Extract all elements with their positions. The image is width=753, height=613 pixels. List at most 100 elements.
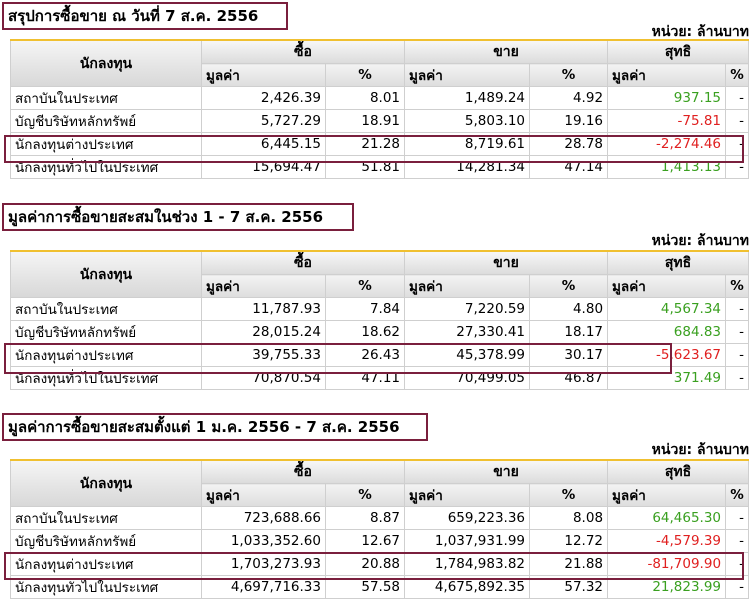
table-row: บัญชีบริษัทหลักทรัพย์ 28,015.24 18.62 27… xyxy=(10,320,750,344)
net-value: -5,623.67 xyxy=(607,343,727,367)
sell-value: 5,803.10 xyxy=(404,109,531,133)
summary-table-week: นักลงทุน ซื้อ ขาย สุทธิ มูลค่า % มูลค่า … xyxy=(10,250,750,390)
investor-name: สถาบันในประเทศ xyxy=(10,297,202,321)
net-value: -75.81 xyxy=(607,109,727,133)
buy-pct: 18.62 xyxy=(324,320,406,344)
buy-value: 2,426.39 xyxy=(201,86,326,110)
sell-value: 14,281.34 xyxy=(404,155,531,179)
net-value-header: มูลค่า xyxy=(607,63,727,87)
net-pct: - xyxy=(725,343,750,367)
buy-value: 70,870.54 xyxy=(201,366,326,390)
investor-header: นักลงทุน xyxy=(10,39,202,87)
sell-value: 7,220.59 xyxy=(404,297,531,321)
buy-value: 5,727.29 xyxy=(201,109,326,133)
buy-value: 4,697,716.33 xyxy=(201,575,326,599)
investor-name: สถาบันในประเทศ xyxy=(10,86,202,110)
section-title: มูลค่าการซื้อขายสะสมตั้งแต่ 1 ม.ค. 2556 … xyxy=(2,413,428,441)
net-value-header: มูลค่า xyxy=(607,483,727,507)
investor-name: บัญชีบริษัทหลักทรัพย์ xyxy=(10,109,202,133)
net-header: สุทธิ xyxy=(607,250,750,275)
net-pct: - xyxy=(725,132,750,156)
section-title: สรุปการซื้อขาย ณ วันที่ 7 ส.ค. 2556 xyxy=(2,2,288,30)
sell-value-header: มูลค่า xyxy=(404,63,531,87)
buy-value: 723,688.66 xyxy=(201,506,326,530)
investor-name: นักลงทุนต่างประเทศ xyxy=(10,343,202,367)
buy-value: 39,755.33 xyxy=(201,343,326,367)
buy-pct-header: % xyxy=(324,63,406,87)
net-pct-header: % xyxy=(725,63,750,87)
investor-header: นักลงทุน xyxy=(10,459,202,507)
sell-value: 1,784,983.82 xyxy=(404,552,531,576)
sell-value: 27,330.41 xyxy=(404,320,531,344)
investor-name: บัญชีบริษัทหลักทรัพย์ xyxy=(10,529,202,553)
buy-pct: 7.84 xyxy=(324,297,406,321)
sell-pct: 46.87 xyxy=(529,366,609,390)
buy-value: 28,015.24 xyxy=(201,320,326,344)
sell-pct: 4.80 xyxy=(529,297,609,321)
buy-header: ซื้อ xyxy=(200,250,406,275)
buy-value: 1,033,352.60 xyxy=(201,529,326,553)
sell-value: 8,719.61 xyxy=(404,132,531,156)
buy-pct: 21.28 xyxy=(324,132,406,156)
buy-pct: 8.01 xyxy=(324,86,406,110)
sell-pct: 18.17 xyxy=(529,320,609,344)
summary-table-ytd: นักลงทุน ซื้อ ขาย สุทธิ มูลค่า % มูลค่า … xyxy=(10,459,750,599)
table-row: สถาบันในประเทศ 723,688.66 8.87 659,223.3… xyxy=(10,506,750,530)
net-value: 64,465.30 xyxy=(607,506,727,530)
sell-pct-header: % xyxy=(529,63,609,87)
buy-value-header: มูลค่า xyxy=(201,63,326,87)
buy-pct: 18.91 xyxy=(324,109,406,133)
buy-pct: 47.11 xyxy=(324,366,406,390)
net-value: -4,579.39 xyxy=(607,529,727,553)
buy-pct-header: % xyxy=(324,483,406,507)
table-row: บัญชีบริษัทหลักทรัพย์ 1,033,352.60 12.67… xyxy=(10,529,750,553)
net-value: 937.15 xyxy=(607,86,727,110)
investor-name: นักลงทุนทั่วไปในประเทศ xyxy=(10,366,202,390)
net-pct: - xyxy=(725,297,750,321)
buy-pct: 57.58 xyxy=(324,575,406,599)
net-header: สุทธิ xyxy=(607,39,750,64)
net-pct: - xyxy=(725,109,750,133)
sell-pct: 47.14 xyxy=(529,155,609,179)
investor-name: นักลงทุนต่างประเทศ xyxy=(10,552,202,576)
sell-value: 70,499.05 xyxy=(404,366,531,390)
table-row: สถาบันในประเทศ 11,787.93 7.84 7,220.59 4… xyxy=(10,297,750,321)
investor-name: สถาบันในประเทศ xyxy=(10,506,202,530)
sell-value-header: มูลค่า xyxy=(404,274,531,298)
net-pct: - xyxy=(725,506,750,530)
unit-label: หน่วย: ล้านบาท xyxy=(651,24,749,40)
sell-value: 4,675,892.35 xyxy=(404,575,531,599)
table-row: นักลงทุนทั่วไปในประเทศ 70,870.54 47.11 7… xyxy=(10,366,750,390)
net-value-header: มูลค่า xyxy=(607,274,727,298)
sell-value-header: มูลค่า xyxy=(404,483,531,507)
sell-value: 1,489.24 xyxy=(404,86,531,110)
table-row: นักลงทุนทั่วไปในประเทศ 4,697,716.33 57.5… xyxy=(10,575,750,599)
sell-pct: 4.92 xyxy=(529,86,609,110)
table-row: นักลงทุนต่างประเทศ 39,755.33 26.43 45,37… xyxy=(10,343,750,367)
net-pct: - xyxy=(725,320,750,344)
net-value: -81,709.90 xyxy=(607,552,727,576)
buy-pct: 8.87 xyxy=(324,506,406,530)
sell-pct: 28.78 xyxy=(529,132,609,156)
net-pct: - xyxy=(725,552,750,576)
net-pct: - xyxy=(725,575,750,599)
sell-pct: 57.32 xyxy=(529,575,609,599)
sell-header: ขาย xyxy=(404,459,609,484)
buy-value-header: มูลค่า xyxy=(201,274,326,298)
net-pct: - xyxy=(725,86,750,110)
net-pct-header: % xyxy=(725,483,750,507)
buy-value: 11,787.93 xyxy=(201,297,326,321)
net-value: 21,823.99 xyxy=(607,575,727,599)
net-pct: - xyxy=(725,155,750,179)
unit-label: หน่วย: ล้านบาท xyxy=(651,233,749,249)
buy-pct-header: % xyxy=(324,274,406,298)
sell-value: 659,223.36 xyxy=(404,506,531,530)
buy-value: 15,694.47 xyxy=(201,155,326,179)
net-value: 684.83 xyxy=(607,320,727,344)
sell-pct-header: % xyxy=(529,274,609,298)
buy-header: ซื้อ xyxy=(200,39,406,64)
buy-pct: 51.81 xyxy=(324,155,406,179)
net-header: สุทธิ xyxy=(607,459,750,484)
section-title: มูลค่าการซื้อขายสะสมในช่วง 1 - 7 ส.ค. 25… xyxy=(2,203,354,231)
unit-label: หน่วย: ล้านบาท xyxy=(651,442,749,458)
